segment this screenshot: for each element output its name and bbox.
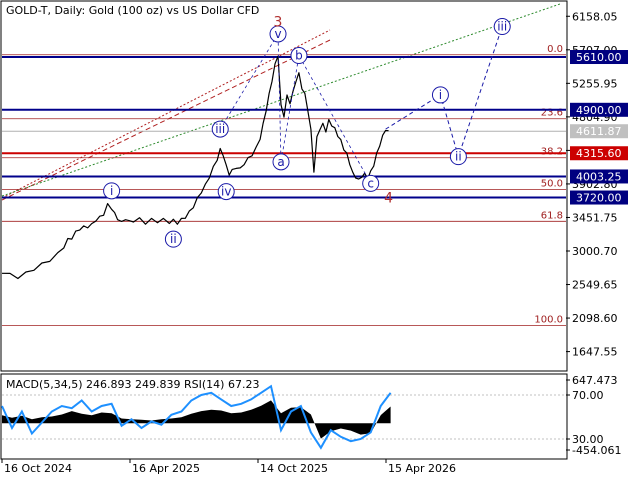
x-tick-label-3: 15 Apr 2026 [388, 462, 456, 475]
level-tag-3-bg [570, 190, 628, 205]
wave-circle-2 [211, 120, 229, 138]
level-tag-1-text: 4900.00 [576, 104, 622, 117]
level-tag-2-bg [570, 169, 628, 184]
wave-circle-5 [272, 153, 290, 171]
trend-line-red-lower [1, 29, 331, 199]
wave-label-2: iii [215, 122, 225, 136]
fib-label-1: 23.6 [541, 108, 563, 119]
rsi-line [1, 384, 392, 450]
fib-label-5: 100.0 [534, 314, 563, 325]
level-tag-0-bg [570, 50, 628, 65]
y-tick-label-2: 2549.65 [572, 279, 618, 292]
level-tag-red-bg [570, 146, 628, 161]
y-tick-label-3: 3000.70 [572, 245, 618, 258]
x-tick-label-1: 16 Apr 2025 [132, 462, 200, 475]
level-tag-red-text: 4315.60 [576, 147, 622, 160]
y-tick-label-8: 5255.95 [572, 77, 618, 90]
wave-number-1: 4 [384, 191, 393, 207]
ind-tick-label-2: 30.00 [572, 433, 604, 446]
wave-label-6: b [295, 49, 303, 63]
wave-circle-0 [103, 182, 121, 200]
level-tag-3-text: 3720.00 [576, 192, 622, 205]
x-tick-label-2: 14 Oct 2025 [260, 462, 328, 475]
trend-lines [1, 3, 561, 201]
ind-tick-label-3: -454.061 [572, 444, 621, 457]
indicator-title: MACD(5,34,5) 246.893 249.839 RSI(14) 67.… [6, 378, 259, 391]
trend-line-red-upper [1, 39, 331, 201]
wave-circle-1 [164, 230, 182, 248]
y-axis-labels: 1647.552098.602549.653000.703451.753902.… [566, 10, 628, 457]
wave-label-9: ii [455, 150, 462, 164]
wave-label-1: ii [170, 232, 177, 246]
wave-circle-9 [449, 148, 467, 166]
x-tick-label-0: 16 Oct 2024 [4, 462, 72, 475]
price-series [1, 55, 389, 280]
wave-connector-path [219, 32, 372, 184]
projection-path [385, 26, 503, 159]
wave-label-7: c [367, 176, 374, 190]
wave-label-0: i [110, 184, 113, 198]
support-resistance-levels [2, 56, 566, 199]
fib-label-4: 61.8 [541, 210, 563, 221]
y-tick-label-10: 6158.05 [572, 10, 618, 23]
indicator-series [1, 384, 392, 450]
ind-tick-label-0: 647.473 [572, 374, 618, 387]
wave-circle-7 [362, 174, 380, 192]
wave-projection [219, 26, 503, 184]
y-tick-label-0: 1647.55 [572, 346, 618, 359]
level-tag-0-text: 5610.00 [576, 51, 622, 64]
current-price-tag-bg [570, 124, 628, 139]
wave-number-0: 3 [274, 15, 283, 31]
current-price-tag-text: 4611.87 [576, 125, 622, 138]
chart-title: GOLD-T, Daily: Gold (100 oz) vs US Dolla… [6, 4, 259, 17]
wave-label-10: iii [497, 20, 507, 34]
ind-tick-label-1: 70.00 [572, 389, 604, 402]
wave-label-5: a [277, 155, 284, 169]
level-tag-1-bg [570, 102, 628, 117]
fib-label-3: 50.0 [541, 178, 563, 189]
x-axis-labels: 16 Oct 2024 16 Apr 2025 14 Oct 2025 15 Apr … [1, 459, 456, 475]
wave-circle-8 [431, 86, 449, 104]
price-line [1, 55, 389, 280]
y-tick-label-1: 2098.60 [572, 312, 618, 325]
level-tag-2-text: 4003.25 [576, 170, 622, 183]
wave-circle-6 [290, 47, 308, 65]
wave-label-3: iv [221, 185, 231, 199]
wave-circle-3 [217, 183, 235, 201]
wave-label-4: v [274, 27, 281, 41]
fib-label-0: 0.0 [547, 44, 563, 55]
y-tick-label-4: 3451.75 [572, 211, 618, 224]
wave-label-8: i [439, 88, 442, 102]
wave-circle-4 [269, 25, 287, 43]
wave-circle-10 [493, 18, 511, 36]
